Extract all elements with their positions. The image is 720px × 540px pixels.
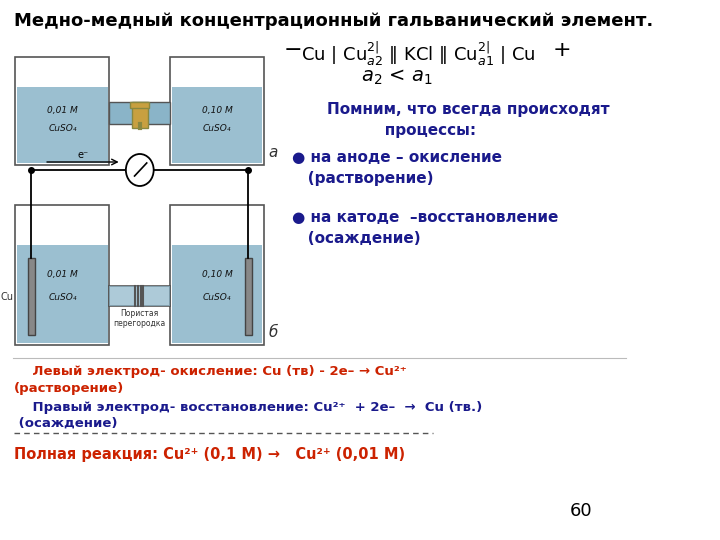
Text: (растворение): (растворение) — [14, 382, 124, 395]
Bar — [17, 87, 107, 163]
Text: CuSO₄: CuSO₄ — [48, 124, 76, 133]
Text: б: б — [269, 325, 278, 340]
Text: 0,01 М: 0,01 М — [47, 106, 78, 116]
Text: Пористая
перегородка: Пористая перегородка — [114, 309, 166, 328]
Bar — [170, 205, 264, 345]
Text: а: а — [269, 145, 278, 160]
Text: CuSO₄: CuSO₄ — [203, 293, 231, 302]
Text: Помним, что всегда происходят
           процессы:: Помним, что всегда происходят процессы: — [327, 102, 609, 138]
Bar — [245, 258, 252, 335]
Text: Медно-медный концентрационный гальванический элемент.: Медно-медный концентрационный гальваниче… — [14, 12, 653, 30]
Text: (осаждение): (осаждение) — [14, 417, 117, 430]
Text: е⁻: е⁻ — [77, 150, 89, 160]
Bar — [132, 102, 148, 128]
Bar — [17, 245, 107, 343]
Bar — [109, 286, 170, 306]
Text: Левый электрод- окисление: Cu (тв) - 2е– → Cu²⁺: Левый электрод- окисление: Cu (тв) - 2е–… — [14, 365, 407, 378]
Bar — [130, 102, 149, 108]
Text: +: + — [552, 40, 571, 60]
Text: ● на катоде  –восстановление
   (осаждение): ● на катоде –восстановление (осаждение) — [292, 210, 558, 246]
Bar — [16, 57, 109, 165]
Text: 0,10 М: 0,10 М — [202, 106, 233, 116]
Text: −: − — [283, 40, 302, 60]
Bar — [170, 57, 264, 165]
Circle shape — [126, 154, 153, 186]
Text: ● на аноде – окисление
   (растворение): ● на аноде – окисление (растворение) — [292, 150, 502, 186]
Bar — [172, 87, 262, 163]
Bar — [172, 245, 262, 343]
Text: Cu $|$ Cu$^{2|}_{a2}$ $\|$ KCl $\|$ Cu$^{2|}_{a1}$ $|$ Cu: Cu $|$ Cu$^{2|}_{a2}$ $\|$ KCl $\|$ Cu$^… — [300, 40, 535, 69]
Text: CuSO₄: CuSO₄ — [203, 124, 231, 133]
Text: Полная реакция: Cu²⁺ (0,1 М) →   Cu²⁺ (0,01 М): Полная реакция: Cu²⁺ (0,1 М) → Cu²⁺ (0,0… — [14, 447, 405, 462]
Bar — [27, 258, 35, 335]
Text: 0,10 М: 0,10 М — [202, 271, 233, 280]
Text: 60: 60 — [570, 502, 593, 520]
Text: a$_2$ < a$_1$: a$_2$ < a$_1$ — [361, 68, 433, 87]
Text: 0,01 М: 0,01 М — [47, 271, 78, 280]
Text: CuSO₄: CuSO₄ — [48, 293, 76, 302]
Bar — [109, 103, 170, 124]
Text: Правый электрод- восстановление: Cu²⁺  + 2е–  →  Cu (тв.): Правый электрод- восстановление: Cu²⁺ + … — [14, 401, 482, 414]
Text: Cu: Cu — [1, 292, 14, 301]
Bar — [16, 205, 109, 345]
